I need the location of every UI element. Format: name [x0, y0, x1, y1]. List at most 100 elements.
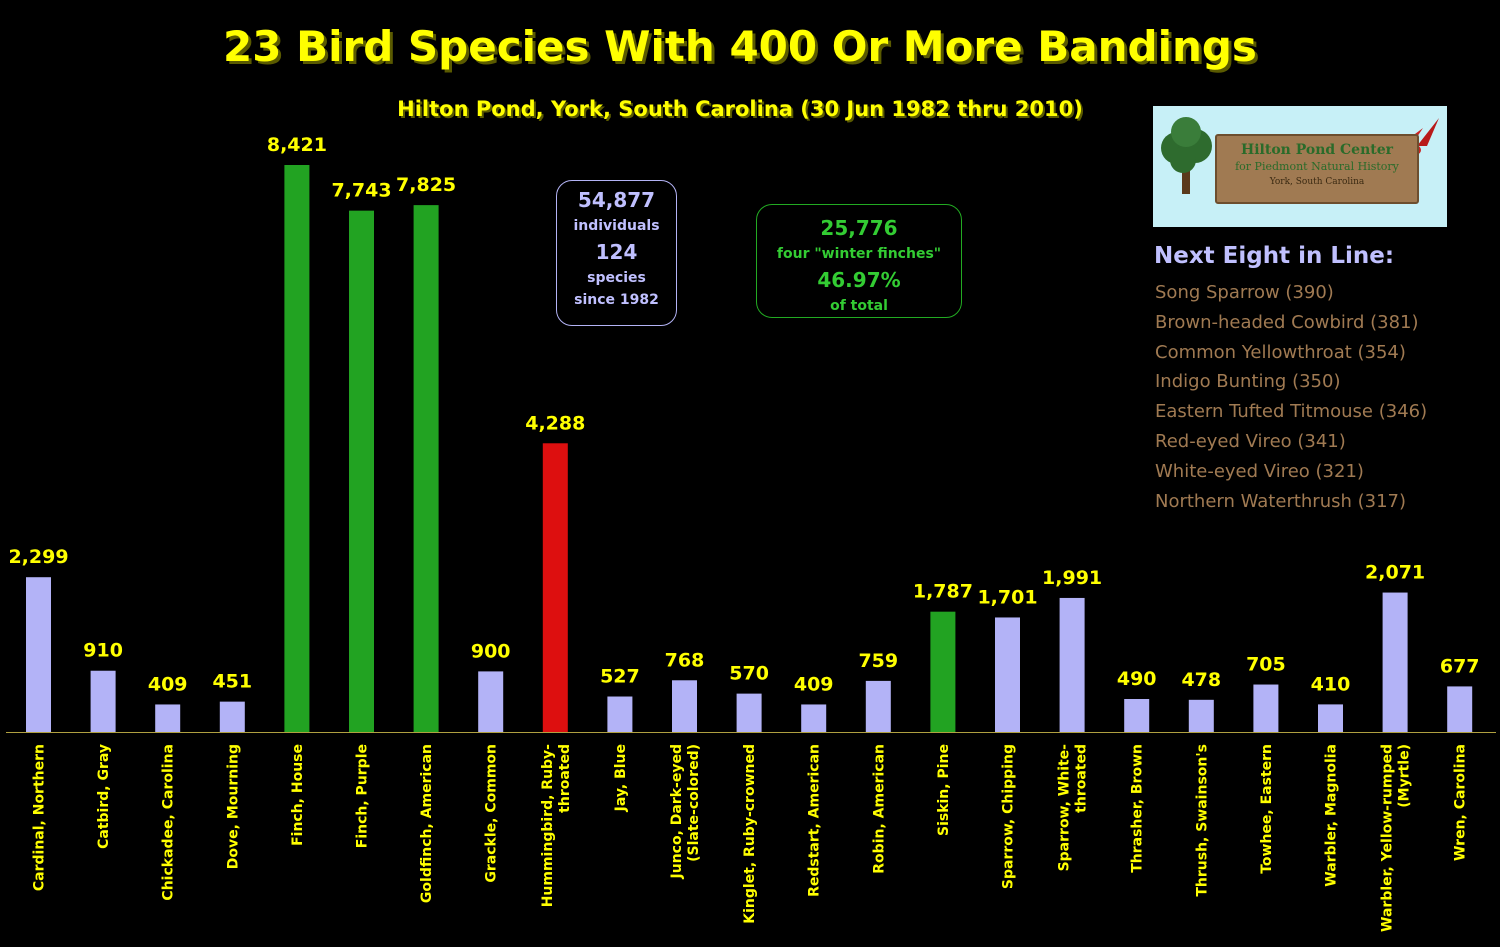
category-label: Warbler, Yellow-rumped(Myrtle) — [1380, 744, 1413, 932]
bar — [1253, 684, 1279, 732]
since-label: since 1982 — [574, 292, 659, 308]
category-label: Jay, Blue — [613, 744, 629, 812]
category-label: Kinglet, Ruby-crowned — [742, 744, 758, 924]
next-eight-item: Song Sparrow (390) — [1155, 282, 1334, 303]
value-label: 8,421 — [267, 134, 327, 156]
category-label: Robin, American — [871, 744, 887, 874]
bar — [736, 693, 762, 732]
total-individuals-label: individuals — [573, 218, 660, 234]
tree-icon — [1161, 117, 1212, 194]
value-label: 7,825 — [396, 174, 456, 196]
chart-subtitle: Hilton Pond, York, South Carolina (30 Ju… — [397, 97, 1083, 121]
next-eight-list: Song Sparrow (390) Brown-headed Cowbird … — [1155, 278, 1427, 516]
bar — [90, 670, 116, 732]
logo-name: Hilton Pond Center — [1240, 142, 1394, 158]
bar — [672, 680, 697, 732]
bar — [865, 680, 891, 732]
next-eight-item: Indigo Bunting (350) — [1155, 371, 1341, 393]
bar — [607, 696, 633, 732]
value-label: 409 — [794, 673, 834, 695]
bar — [349, 210, 374, 732]
chart-title: 23 Bird Species With 400 Or More Banding… — [223, 22, 1257, 71]
winter-finches-box: 25,776 four "winter finches" 46.97% of t… — [756, 204, 962, 318]
category-label: Finch, House — [290, 744, 306, 846]
category-label: Sparrow, White-throated — [1057, 744, 1090, 872]
value-label: 900 — [471, 640, 511, 662]
logo-tagline: for Piedmont Natural History — [1235, 160, 1399, 173]
category-label: Siskin, Pine — [936, 744, 952, 836]
bar — [1124, 699, 1150, 732]
value-label: 527 — [600, 666, 640, 688]
value-label: 705 — [1246, 654, 1286, 676]
category-label: Wren, Carolina — [1453, 744, 1469, 861]
logo-sign: Hilton Pond Center for Piedmont Natural … — [1215, 134, 1419, 204]
bar — [1059, 597, 1085, 732]
bar — [1188, 699, 1214, 732]
category-label: Dove, Mourning — [225, 744, 241, 869]
total-species-value: 124 — [595, 240, 638, 264]
category-label: Thrasher, Brown — [1130, 744, 1146, 873]
bar — [413, 205, 439, 733]
category-label: Grackle, Common — [484, 744, 500, 883]
bar — [1382, 592, 1408, 732]
next-eight-item: Northern Waterthrush (317) — [1155, 490, 1407, 512]
bar — [219, 701, 245, 732]
bar — [930, 611, 956, 732]
logo-location: York, South Carolina — [1269, 177, 1365, 187]
bar — [155, 704, 181, 732]
next-eight-item: Red-eyed Vireo (341) — [1155, 430, 1346, 452]
value-label: 570 — [729, 663, 769, 685]
value-label: 2,071 — [1365, 562, 1425, 584]
bar — [284, 165, 310, 732]
bar — [478, 671, 504, 732]
value-label: 409 — [148, 673, 188, 695]
totals-box: 54,877 individuals 124 species since 198… — [556, 180, 677, 326]
category-labels-group: Cardinal, Northern Catbird, Gray Chickadee… — [32, 744, 1469, 932]
bar — [1318, 704, 1343, 732]
bar — [542, 443, 568, 732]
bar — [801, 704, 827, 732]
next-eight-item: Common Yellowthroat (354) — [1155, 341, 1406, 363]
value-label: 410 — [1311, 673, 1351, 695]
total-individuals-value: 54,877 — [577, 188, 656, 212]
category-label: Goldfinch, American — [419, 744, 435, 903]
value-label: 768 — [665, 649, 705, 671]
category-label: Cardinal, Northern — [32, 744, 48, 891]
bar — [1447, 686, 1473, 732]
value-label: 1,991 — [1042, 567, 1102, 589]
value-label: 490 — [1117, 668, 1157, 690]
value-label: 677 — [1440, 655, 1480, 677]
next-eight-item: Eastern Tufted Titmouse (346) — [1155, 401, 1428, 423]
bar — [995, 617, 1020, 732]
value-label: 2,299 — [8, 546, 68, 568]
category-label: Towhee, Eastern — [1259, 744, 1275, 874]
category-label: Warbler, Magnolia — [1324, 744, 1340, 887]
category-label: Junco, Dark-eyed(Slate-colored) — [669, 744, 702, 879]
winter-finches-percent: 46.97% — [817, 268, 901, 292]
category-label: Chickadee, Carolina — [161, 744, 177, 901]
value-label: 478 — [1181, 669, 1221, 691]
value-label: 910 — [83, 640, 123, 662]
value-label: 7,743 — [331, 180, 391, 202]
value-label: 1,701 — [977, 586, 1037, 608]
value-label: 4,288 — [525, 412, 585, 434]
value-label: 759 — [858, 650, 898, 672]
next-eight-item: White-eyed Vireo (321) — [1155, 460, 1364, 482]
bar — [26, 577, 51, 732]
value-labels-group: 2,299 910 409 451 8,421 7,743 7,825 900 4,288 527… — [8, 134, 1479, 695]
category-label: Finch, Purple — [355, 744, 371, 848]
winter-finches-label: four "winter finches" — [776, 246, 942, 262]
bars-group — [26, 165, 1473, 733]
hilton-pond-logo: Hilton Pond Center for Piedmont Natural … — [1153, 106, 1447, 227]
category-label: Thrush, Swainson's — [1194, 744, 1210, 897]
total-species-label: species — [587, 270, 646, 286]
winter-finches-count: 25,776 — [820, 216, 898, 240]
next-eight-heading: Next Eight in Line: — [1154, 243, 1395, 269]
category-label: Sparrow, Chipping — [1001, 744, 1017, 889]
value-label: 1,787 — [913, 581, 973, 603]
winter-finches-percent-label: of total — [830, 298, 888, 314]
next-eight-item: Brown-headed Cowbird (381) — [1155, 311, 1419, 333]
value-label: 451 — [212, 671, 252, 693]
category-label: Hummingbird, Ruby-throated — [540, 744, 573, 907]
